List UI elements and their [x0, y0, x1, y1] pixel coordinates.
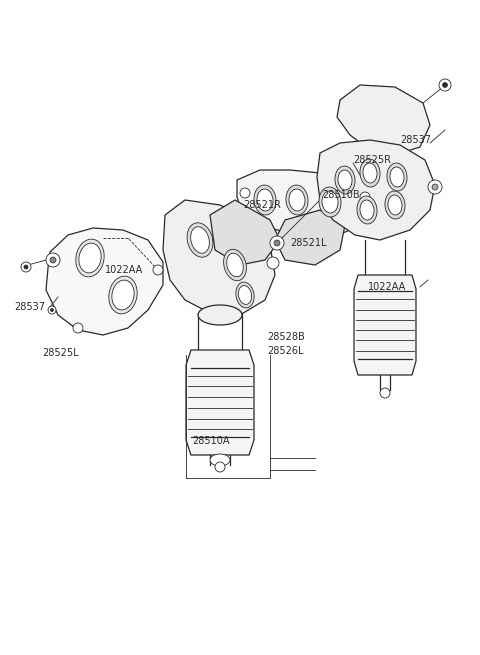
Text: 28528B: 28528B — [267, 332, 305, 342]
Text: 28525R: 28525R — [353, 155, 391, 165]
Ellipse shape — [109, 276, 137, 314]
Ellipse shape — [187, 223, 213, 257]
Ellipse shape — [79, 243, 101, 273]
Ellipse shape — [257, 189, 273, 211]
Polygon shape — [317, 140, 435, 240]
Text: 28510B: 28510B — [322, 190, 360, 200]
Polygon shape — [186, 350, 254, 455]
Polygon shape — [163, 200, 275, 315]
Ellipse shape — [363, 163, 377, 183]
Ellipse shape — [385, 191, 405, 219]
Ellipse shape — [239, 286, 252, 305]
Ellipse shape — [112, 280, 134, 310]
Ellipse shape — [360, 159, 380, 187]
Ellipse shape — [319, 187, 341, 217]
Text: 1022AA: 1022AA — [368, 282, 406, 292]
Circle shape — [21, 262, 31, 272]
Text: 28521R: 28521R — [243, 200, 281, 210]
Circle shape — [240, 188, 250, 198]
Circle shape — [215, 462, 225, 472]
Polygon shape — [354, 275, 416, 375]
Ellipse shape — [357, 196, 377, 224]
Text: 1022AA: 1022AA — [105, 265, 143, 275]
Ellipse shape — [388, 195, 402, 215]
Polygon shape — [275, 210, 345, 265]
Ellipse shape — [198, 305, 242, 325]
Text: 28537: 28537 — [400, 135, 431, 145]
Text: 28526L: 28526L — [267, 346, 303, 356]
Ellipse shape — [286, 185, 308, 215]
Circle shape — [432, 184, 438, 190]
Circle shape — [46, 253, 60, 267]
Ellipse shape — [338, 170, 352, 190]
Circle shape — [50, 309, 53, 312]
Circle shape — [153, 265, 163, 275]
Ellipse shape — [210, 454, 230, 466]
Polygon shape — [210, 200, 280, 265]
Circle shape — [24, 265, 28, 269]
Circle shape — [439, 79, 451, 91]
Text: 28537: 28537 — [14, 302, 45, 312]
Ellipse shape — [390, 167, 404, 187]
Polygon shape — [46, 228, 163, 335]
Circle shape — [270, 236, 284, 250]
Text: 28521L: 28521L — [290, 238, 326, 248]
Circle shape — [48, 306, 56, 314]
Circle shape — [73, 323, 83, 333]
Ellipse shape — [191, 227, 209, 253]
Ellipse shape — [289, 189, 305, 211]
Text: 28525L: 28525L — [42, 348, 79, 358]
Circle shape — [50, 257, 56, 263]
Ellipse shape — [76, 239, 104, 277]
Circle shape — [380, 388, 390, 398]
Polygon shape — [237, 170, 375, 235]
Circle shape — [274, 240, 280, 246]
Circle shape — [428, 180, 442, 194]
Ellipse shape — [335, 166, 355, 194]
Text: 28510A: 28510A — [192, 436, 229, 446]
Ellipse shape — [254, 185, 276, 215]
Ellipse shape — [360, 200, 374, 220]
Polygon shape — [337, 85, 430, 155]
Ellipse shape — [236, 282, 254, 308]
Circle shape — [443, 83, 447, 88]
Ellipse shape — [227, 253, 243, 277]
Circle shape — [360, 192, 370, 202]
Ellipse shape — [322, 191, 338, 213]
Circle shape — [267, 257, 279, 269]
Ellipse shape — [224, 250, 246, 281]
Ellipse shape — [387, 163, 407, 191]
